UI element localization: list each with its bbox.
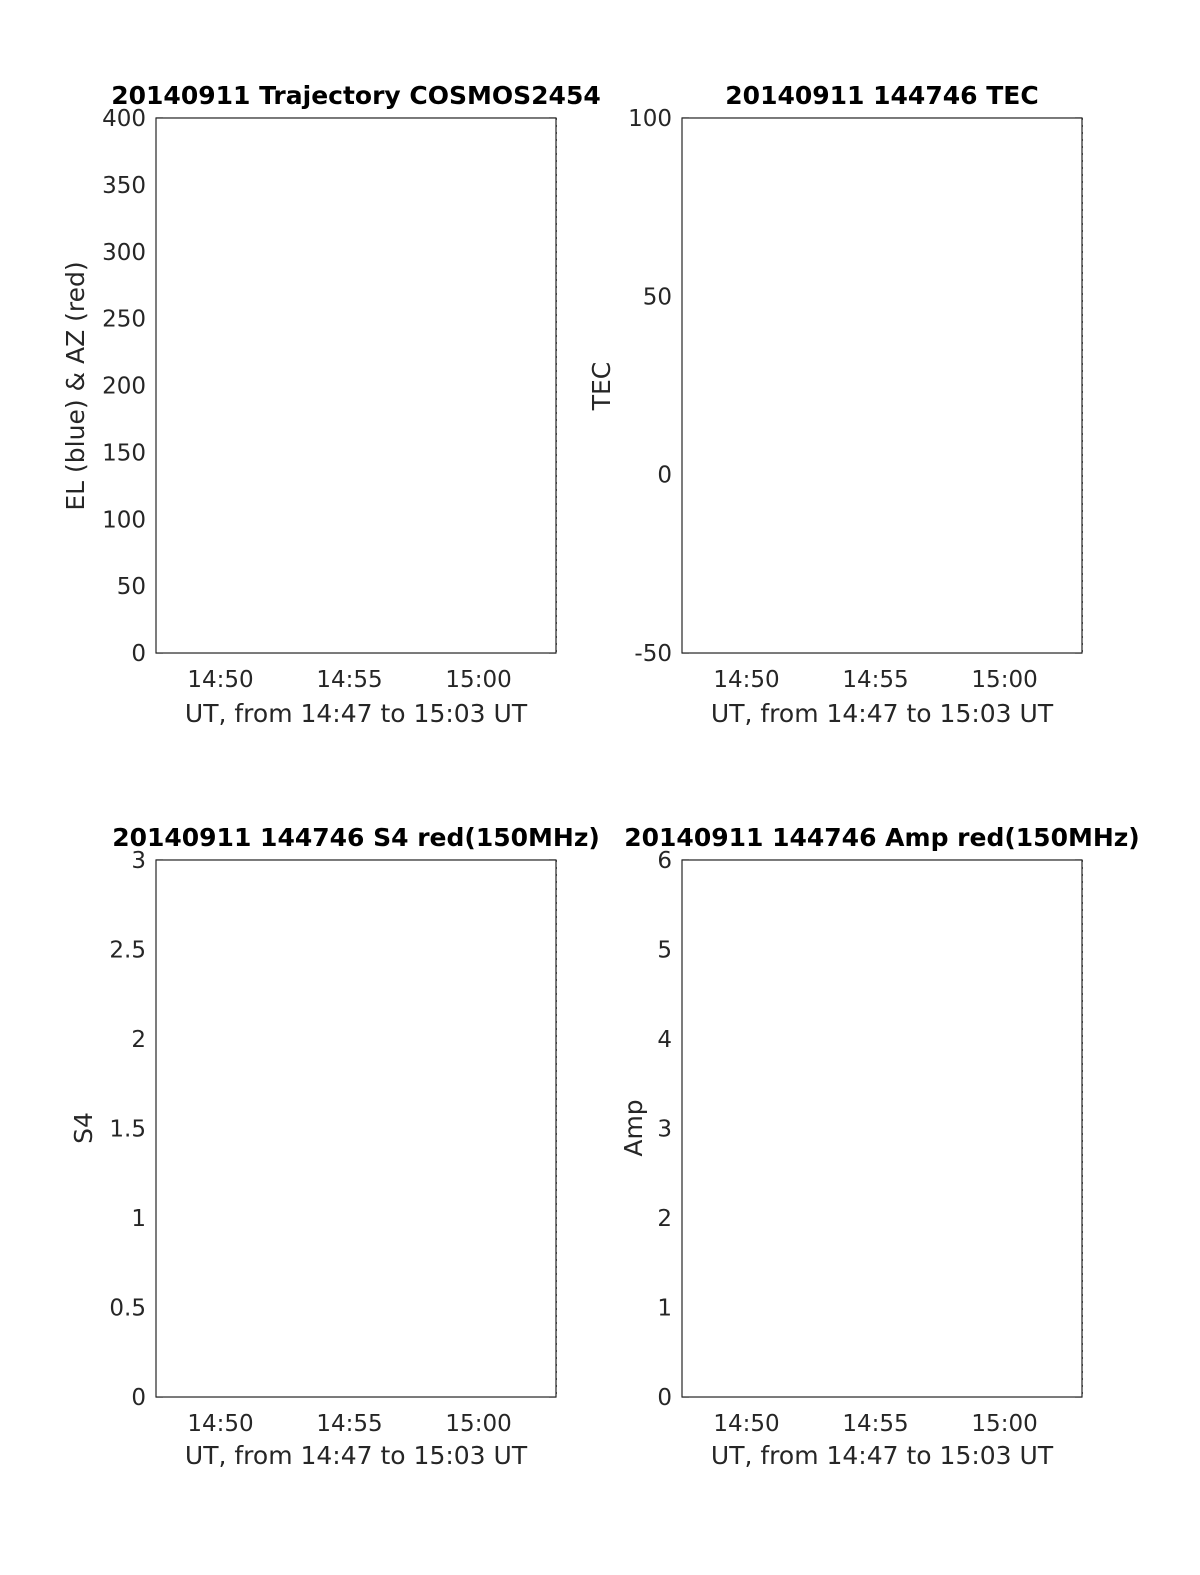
tec-title: 20140911 144746 TEC bbox=[725, 81, 1038, 110]
trajectory-panel: 20140911 Trajectory COSMOS2454 EL (blue)… bbox=[61, 81, 601, 728]
amp-ytick-label: 3 bbox=[657, 1117, 672, 1143]
trajectory-xtick-label: 15:00 bbox=[445, 667, 511, 693]
s4-xtick-label: 14:55 bbox=[316, 1411, 382, 1437]
tec-axes-frame bbox=[681, 117, 1083, 654]
amp-xlabel: UT, from 14:47 to 15:03 UT bbox=[711, 1441, 1054, 1470]
amp-ytick-label: 1 bbox=[657, 1296, 672, 1322]
amp-panel: 20140911 144746 Amp red(150MHz) Amp UT, … bbox=[619, 823, 1140, 1470]
tec-xtick-label: 15:00 bbox=[971, 667, 1037, 693]
amp-ytick-label: 5 bbox=[657, 938, 672, 964]
trajectory-ytick-label: 100 bbox=[102, 507, 146, 533]
trajectory-ytick-label: 0 bbox=[131, 641, 146, 667]
tec-panel: 20140911 144746 TEC TEC UT, from 14:47 t… bbox=[587, 81, 1083, 728]
amp-ytick-label: 6 bbox=[657, 848, 672, 874]
tec-ytick-label: 50 bbox=[643, 284, 672, 310]
amp-ylabel: Amp bbox=[619, 1099, 648, 1156]
trajectory-ytick-label: 200 bbox=[102, 374, 146, 400]
trajectory-axes-frame bbox=[155, 117, 557, 654]
tec-ytick-label: 0 bbox=[657, 463, 672, 489]
s4-panel: 20140911 144746 S4 red(150MHz) S4 UT, fr… bbox=[69, 823, 600, 1470]
amp-title: 20140911 144746 Amp red(150MHz) bbox=[624, 823, 1140, 852]
tec-xtick-label: 14:55 bbox=[842, 667, 908, 693]
trajectory-xlabel: UT, from 14:47 to 15:03 UT bbox=[185, 699, 528, 728]
trajectory-ytick-label: 400 bbox=[102, 106, 146, 132]
tec-xlabel: UT, from 14:47 to 15:03 UT bbox=[711, 699, 1054, 728]
tec-ytick-label: -50 bbox=[634, 641, 672, 667]
tec-ytick-label: 100 bbox=[628, 106, 672, 132]
trajectory-title: 20140911 Trajectory COSMOS2454 bbox=[111, 81, 601, 110]
s4-title: 20140911 144746 S4 red(150MHz) bbox=[112, 823, 600, 852]
trajectory-ytick-label: 50 bbox=[117, 574, 146, 600]
amp-ytick-label: 2 bbox=[657, 1206, 672, 1232]
s4-axes-frame bbox=[155, 859, 557, 1398]
trajectory-ytick-label: 250 bbox=[102, 307, 146, 333]
s4-ytick-label: 0 bbox=[131, 1385, 146, 1411]
tec-ylabel: TEC bbox=[587, 362, 616, 412]
s4-ytick-label: 1 bbox=[131, 1206, 146, 1232]
amp-xtick-label: 15:00 bbox=[971, 1411, 1037, 1437]
trajectory-ylabel: EL (blue) & AZ (red) bbox=[61, 261, 90, 510]
amp-axes-frame bbox=[681, 859, 1083, 1398]
s4-ytick-label: 2 bbox=[131, 1027, 146, 1053]
amp-xtick-label: 14:50 bbox=[713, 1411, 779, 1437]
trajectory-ytick-label: 150 bbox=[102, 440, 146, 466]
s4-ytick-label: 3 bbox=[131, 848, 146, 874]
s4-ylabel: S4 bbox=[69, 1112, 98, 1144]
s4-xtick-label: 15:00 bbox=[445, 1411, 511, 1437]
amp-ytick-label: 4 bbox=[657, 1027, 672, 1053]
amp-ytick-label: 0 bbox=[657, 1385, 672, 1411]
s4-ytick-label: 0.5 bbox=[109, 1296, 146, 1322]
s4-xlabel: UT, from 14:47 to 15:03 UT bbox=[185, 1441, 528, 1470]
trajectory-ytick-label: 300 bbox=[102, 240, 146, 266]
amp-xtick-label: 14:55 bbox=[842, 1411, 908, 1437]
s4-xtick-label: 14:50 bbox=[187, 1411, 253, 1437]
trajectory-ytick-label: 350 bbox=[102, 173, 146, 199]
s4-ytick-label: 2.5 bbox=[109, 938, 146, 964]
trajectory-xtick-label: 14:55 bbox=[316, 667, 382, 693]
tec-xtick-label: 14:50 bbox=[713, 667, 779, 693]
trajectory-xtick-label: 14:50 bbox=[187, 667, 253, 693]
s4-ytick-label: 1.5 bbox=[109, 1117, 146, 1143]
